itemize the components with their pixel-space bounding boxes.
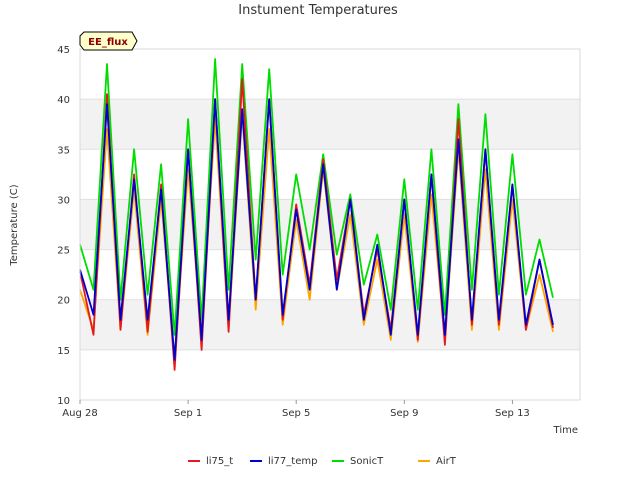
y-tick-label: 35	[57, 145, 70, 156]
x-axis-label: Time	[553, 425, 578, 436]
x-axis: Aug 28 Sep 1 Sep 5 Sep 9 Sep 13	[62, 400, 530, 419]
badge-box	[79, 31, 138, 51]
legend: li75_t li77_temp SonicT AirT	[188, 456, 457, 467]
legend-label: li75_t	[206, 456, 233, 467]
legend-label: SonicT	[350, 456, 384, 467]
series-line-sonict	[79, 58, 554, 336]
y-tick-label: 25	[57, 246, 70, 257]
x-tick-label: Sep 9	[390, 408, 418, 419]
y-tick-label: 40	[57, 95, 70, 106]
y-tick-label: 20	[57, 296, 70, 307]
grid-band	[80, 299, 580, 350]
series-line-li77_temp	[79, 98, 554, 361]
plot-frame	[79, 48, 581, 401]
y-tick-label: 45	[57, 45, 70, 56]
series-layer	[79, 58, 554, 371]
y-axis-label: Temperature (C)	[9, 184, 20, 266]
badge: EE_flux	[79, 31, 138, 51]
x-tick-label: Sep 5	[282, 408, 310, 419]
grid-band	[80, 49, 580, 100]
x-tick-label: Aug 28	[62, 408, 97, 419]
legend-label: li77_temp	[268, 456, 317, 467]
x-tick-label: Sep 13	[495, 408, 530, 419]
grid-band	[80, 349, 580, 400]
y-tick-label: 15	[57, 346, 70, 357]
y-tick-label: 30	[57, 195, 70, 206]
x-tick-label: Sep 1	[174, 408, 202, 419]
chart-title: Instument Temperatures	[238, 3, 398, 18]
grid-band	[80, 99, 580, 150]
y-tick-label: 10	[57, 396, 70, 407]
grid-band	[80, 149, 580, 200]
y-axis: 10 15 20 25 30 35 40 45	[57, 45, 70, 407]
badge-text: EE_flux	[88, 37, 128, 48]
legend-label: AirT	[436, 456, 457, 467]
